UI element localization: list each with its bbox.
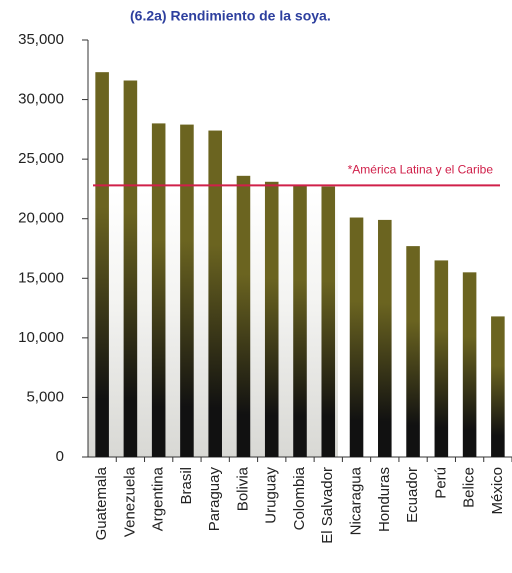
x-tick-label: Belice: [461, 467, 478, 508]
x-tick-label: Ecuador: [404, 467, 421, 523]
y-tick-label: 0: [56, 448, 64, 465]
y-tick-label: 5,000: [26, 388, 64, 405]
x-tick-label: Brasil: [178, 467, 195, 505]
bar: [264, 181, 279, 457]
y-tick-label: 20,000: [18, 210, 64, 227]
y-tick-label: 10,000: [18, 329, 64, 346]
bar: [321, 186, 336, 457]
x-tick-label: Honduras: [376, 467, 393, 532]
x-tick-label: Bolivia: [234, 466, 251, 511]
x-tick-label: Guatemala: [93, 466, 110, 540]
x-tick-label: El Salvador: [319, 467, 336, 544]
x-tick-label: Nicaragua: [348, 466, 365, 535]
x-tick-label: México: [489, 467, 506, 515]
x-tick-label: Paraguay: [206, 467, 223, 532]
bar: [491, 316, 505, 457]
bar: [236, 175, 251, 457]
x-tick-label: Uruguay: [263, 467, 280, 524]
reference-label: *América Latina y el Caribe: [348, 163, 494, 177]
bar: [349, 217, 364, 457]
bar: [151, 123, 166, 458]
x-tick-label: Argentina: [150, 466, 167, 531]
y-tick-label: 35,000: [18, 31, 64, 48]
x-tick-label: Perú: [432, 467, 449, 499]
chart-title: (6.2a) Rendimiento de la soya.: [130, 8, 331, 24]
bar: [378, 219, 392, 457]
bar: [208, 130, 222, 457]
bar: [434, 260, 449, 457]
bar: [95, 72, 109, 457]
y-tick-label: 15,000: [18, 269, 64, 286]
bar: [293, 185, 307, 457]
y-tick-label: 25,000: [18, 150, 64, 167]
bar: [462, 272, 477, 457]
bar: [406, 246, 420, 457]
x-tick-label: Colombia: [291, 466, 308, 530]
y-tick-label: 30,000: [18, 91, 64, 108]
x-tick-label: Venezuela: [121, 466, 138, 537]
bar: [180, 124, 194, 457]
bar: [123, 80, 138, 457]
